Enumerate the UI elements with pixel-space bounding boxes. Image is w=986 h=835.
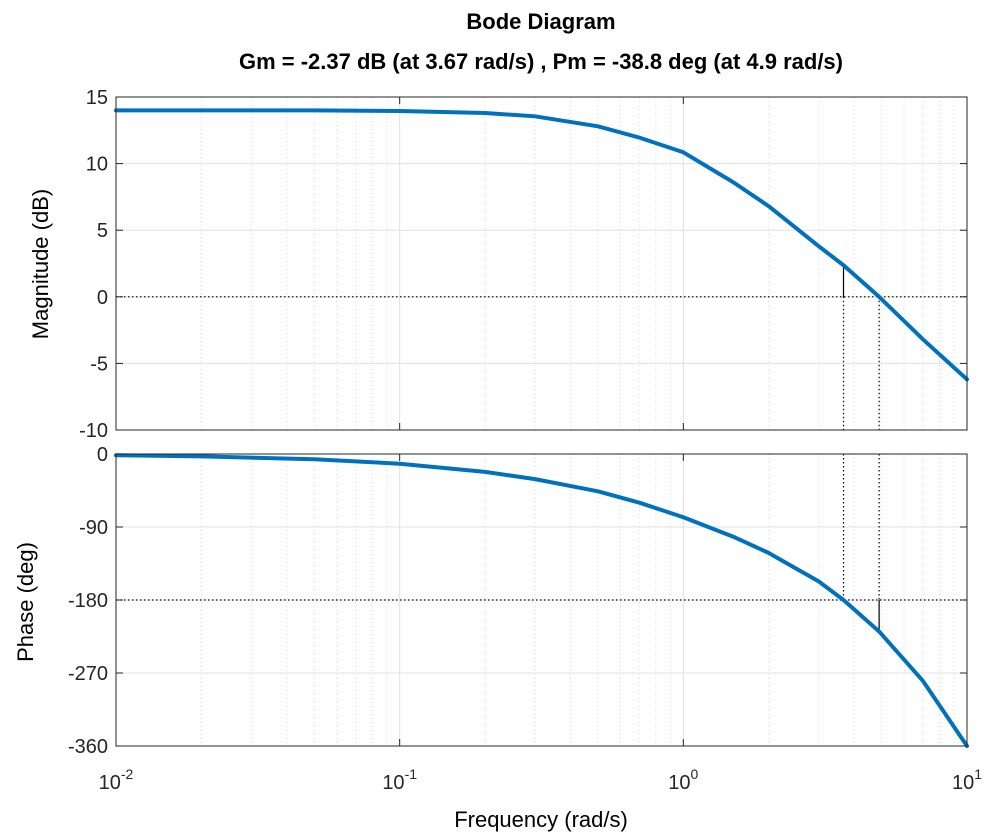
x-tick-label: 101	[952, 766, 982, 794]
y-tick-label: 15	[86, 87, 108, 109]
chart-title: Bode Diagram	[466, 9, 615, 34]
chart-subtitle: Gm = -2.37 dB (at 3.67 rad/s) , Pm = -38…	[239, 49, 843, 74]
phase-axis-label: Phase (deg)	[13, 542, 38, 662]
magnitude-panel: 15 10 5 0 -5 -10	[79, 87, 969, 442]
y-tick-label: 10	[86, 154, 108, 176]
x-tick-label: 10-2	[99, 766, 134, 794]
series-line-0	[114, 453, 969, 748]
x-tick-labels: 10-2 10-1 100 101	[99, 766, 983, 794]
y-tick-label: -180	[68, 590, 108, 612]
magnitude-axis-label: Magnitude (dB)	[28, 189, 53, 339]
plot-area	[116, 97, 967, 430]
x-axis-label: Frequency (rad/s)	[454, 807, 628, 832]
y-tick-label: 0	[97, 444, 108, 466]
series-line-0	[114, 108, 969, 382]
y-tick-label: 5	[97, 220, 108, 242]
y-tick-label: -10	[79, 420, 108, 442]
x-tick-label: 100	[668, 766, 698, 794]
y-tick-label: -90	[79, 517, 108, 539]
plot-frame	[115, 96, 968, 431]
y-tick-label: -5	[90, 353, 108, 375]
y-tick-label: -360	[68, 736, 108, 758]
x-tick-label: 10-1	[382, 766, 417, 794]
y-tick-label: -270	[68, 663, 108, 685]
y-tick-label: 0	[97, 287, 108, 309]
phase-panel: 0 -90 -180 -270 -360	[68, 444, 969, 758]
